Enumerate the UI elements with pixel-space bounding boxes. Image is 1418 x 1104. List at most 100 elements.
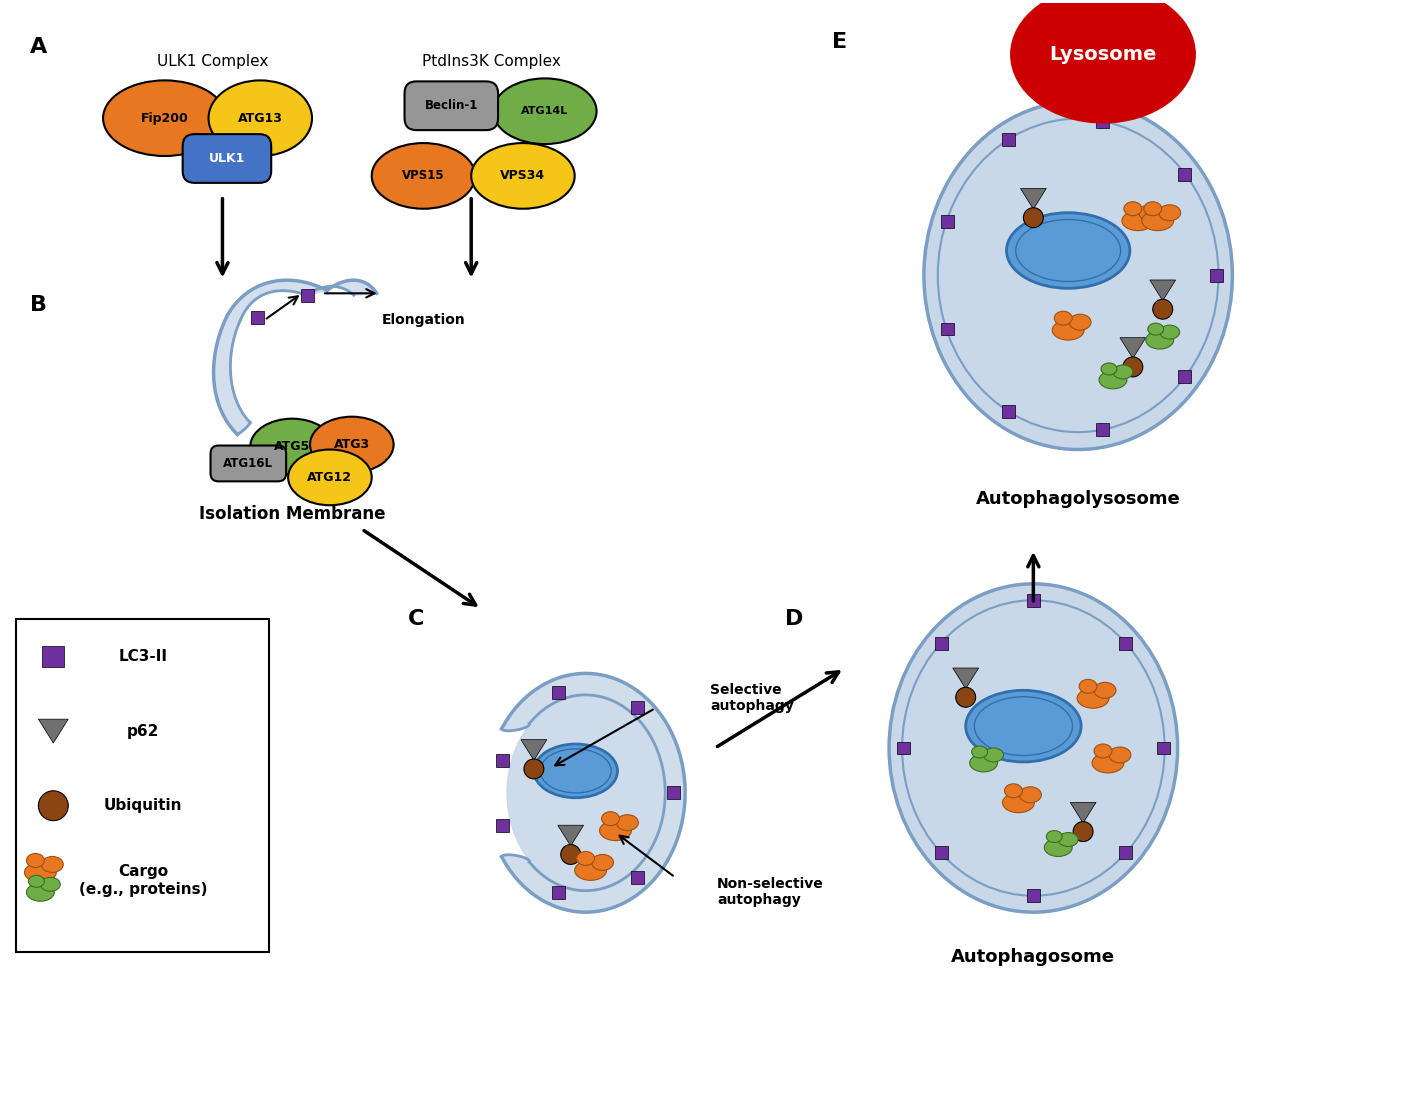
Polygon shape — [1120, 338, 1146, 359]
Bar — [552, 887, 564, 899]
Text: Ubiquitin: Ubiquitin — [104, 798, 182, 814]
Ellipse shape — [311, 416, 394, 473]
Polygon shape — [1071, 803, 1096, 822]
Ellipse shape — [1069, 315, 1090, 330]
Text: ULK1 Complex: ULK1 Complex — [157, 54, 268, 68]
Ellipse shape — [471, 144, 574, 209]
Ellipse shape — [523, 758, 545, 778]
Ellipse shape — [889, 584, 1177, 912]
Bar — [1003, 405, 1015, 417]
Text: Isolation Membrane: Isolation Membrane — [199, 506, 386, 523]
Polygon shape — [308, 280, 377, 295]
Bar — [1096, 423, 1109, 436]
Bar — [666, 786, 679, 799]
Text: A: A — [30, 36, 47, 56]
Ellipse shape — [1159, 204, 1181, 221]
Ellipse shape — [1095, 744, 1112, 758]
Text: ATG16L: ATG16L — [223, 457, 274, 470]
Text: Non-selective
autophagy: Non-selective autophagy — [718, 878, 824, 907]
Ellipse shape — [591, 854, 614, 870]
Polygon shape — [38, 719, 68, 743]
Text: VPS34: VPS34 — [501, 169, 546, 182]
Polygon shape — [502, 673, 685, 912]
Ellipse shape — [1160, 326, 1180, 339]
Text: ATG13: ATG13 — [238, 112, 282, 125]
Bar — [301, 289, 313, 301]
Ellipse shape — [1139, 204, 1161, 221]
Bar — [942, 322, 954, 336]
Ellipse shape — [1146, 331, 1174, 349]
Ellipse shape — [574, 860, 607, 880]
Text: C: C — [408, 608, 424, 628]
Text: LC3-II: LC3-II — [118, 649, 167, 664]
Ellipse shape — [1123, 357, 1143, 376]
Polygon shape — [1021, 189, 1046, 209]
Bar — [1157, 742, 1170, 754]
Ellipse shape — [1078, 688, 1109, 708]
Bar — [1178, 370, 1191, 383]
Polygon shape — [1150, 280, 1176, 300]
Ellipse shape — [27, 883, 54, 901]
Text: PtdIns3K Complex: PtdIns3K Complex — [421, 54, 560, 68]
Ellipse shape — [493, 78, 597, 144]
Ellipse shape — [617, 815, 638, 830]
FancyBboxPatch shape — [183, 134, 271, 183]
FancyBboxPatch shape — [404, 82, 498, 130]
Ellipse shape — [40, 878, 61, 891]
Ellipse shape — [27, 853, 44, 868]
Ellipse shape — [208, 81, 312, 156]
Polygon shape — [953, 668, 978, 689]
Text: ULK1: ULK1 — [208, 152, 245, 164]
Bar — [898, 742, 910, 754]
Bar — [1096, 115, 1109, 128]
Ellipse shape — [1113, 365, 1133, 379]
Text: Lysosome: Lysosome — [1049, 45, 1157, 64]
Polygon shape — [508, 697, 664, 890]
Ellipse shape — [372, 144, 475, 209]
Text: Beclin-1: Beclin-1 — [424, 99, 478, 113]
Bar — [43, 646, 64, 668]
Bar — [942, 215, 954, 229]
Bar — [631, 701, 644, 714]
Ellipse shape — [1011, 0, 1194, 123]
Ellipse shape — [956, 688, 976, 708]
Ellipse shape — [1079, 679, 1098, 693]
Ellipse shape — [1141, 211, 1174, 231]
Ellipse shape — [1007, 213, 1130, 288]
Ellipse shape — [1124, 202, 1141, 215]
Polygon shape — [557, 825, 584, 846]
Ellipse shape — [1044, 839, 1072, 857]
Ellipse shape — [925, 102, 1232, 449]
Text: VPS15: VPS15 — [403, 169, 445, 182]
Text: ATG5: ATG5 — [274, 440, 311, 453]
Ellipse shape — [1109, 747, 1132, 763]
Bar — [552, 687, 564, 699]
Ellipse shape — [1003, 793, 1034, 813]
Polygon shape — [214, 280, 328, 435]
Ellipse shape — [600, 820, 631, 840]
Ellipse shape — [1095, 682, 1116, 698]
Text: Selective
autophagy: Selective autophagy — [710, 683, 794, 713]
Ellipse shape — [577, 851, 594, 866]
Ellipse shape — [1058, 832, 1078, 847]
Ellipse shape — [601, 811, 620, 826]
Text: Elongation: Elongation — [381, 314, 465, 327]
Text: ATG12: ATG12 — [308, 471, 353, 484]
Text: p62: p62 — [126, 723, 159, 739]
Text: E: E — [832, 32, 847, 52]
Ellipse shape — [1147, 323, 1164, 336]
Text: D: D — [786, 608, 804, 628]
Bar — [1003, 134, 1015, 146]
Ellipse shape — [1054, 311, 1072, 326]
Bar — [251, 310, 264, 323]
Bar — [631, 871, 644, 884]
Ellipse shape — [560, 845, 580, 864]
Bar — [934, 846, 949, 859]
Ellipse shape — [1073, 821, 1093, 841]
Ellipse shape — [1153, 299, 1173, 319]
Ellipse shape — [1092, 753, 1124, 773]
Ellipse shape — [24, 862, 57, 882]
Bar — [1027, 890, 1039, 902]
Ellipse shape — [41, 857, 64, 872]
Text: ATG14L: ATG14L — [522, 106, 569, 116]
